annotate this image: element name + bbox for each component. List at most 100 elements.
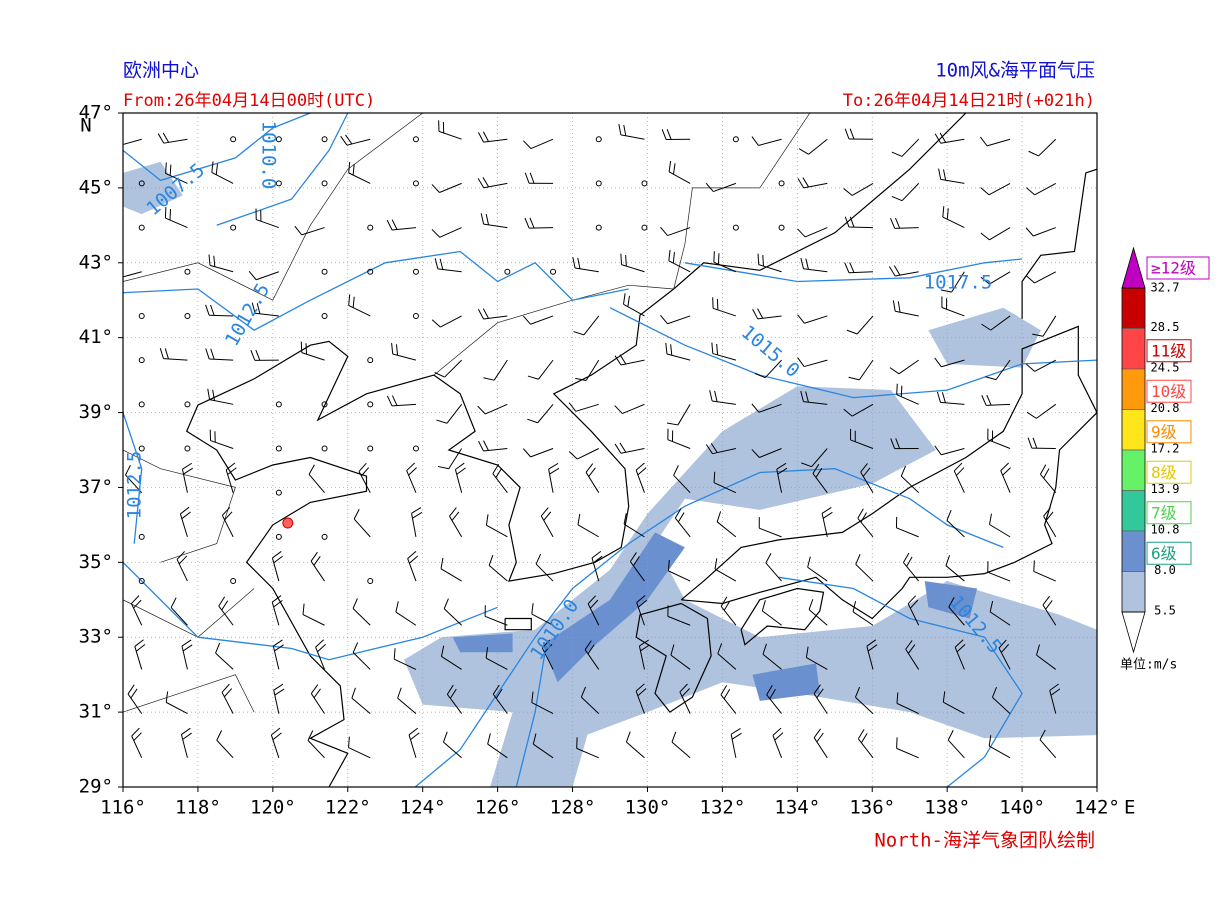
wind-barb bbox=[446, 694, 463, 714]
wind-barb-flag bbox=[317, 643, 326, 653]
wind-barb bbox=[181, 469, 188, 493]
wind-barb-flag bbox=[549, 467, 560, 475]
calm-wind bbox=[412, 445, 419, 452]
wind-barb-flag bbox=[134, 639, 144, 647]
wind-barb-flag bbox=[485, 514, 489, 526]
wind-barb-flag bbox=[717, 253, 720, 265]
wind-barb-flag bbox=[527, 375, 539, 380]
wind-barb-flag bbox=[801, 462, 812, 468]
wind-barb bbox=[623, 523, 645, 538]
wind-barb bbox=[850, 439, 874, 449]
colorbar-label: 10.8 bbox=[1151, 523, 1180, 537]
wind-barb bbox=[310, 693, 325, 714]
wind-barb-flag bbox=[762, 643, 767, 655]
wind-barb bbox=[591, 557, 600, 582]
wind-barb bbox=[165, 217, 188, 229]
wind-barb-flag bbox=[671, 731, 677, 743]
wind-barb-flag bbox=[776, 462, 787, 470]
wind-barb-flag bbox=[391, 219, 398, 230]
wind-barb bbox=[221, 515, 234, 538]
wind-barb-flag bbox=[162, 132, 170, 143]
wind-barb-flag bbox=[844, 216, 850, 228]
wind-barb bbox=[940, 138, 965, 144]
wind-barb-flag bbox=[890, 217, 896, 229]
wind-barb bbox=[574, 267, 599, 273]
wind-barb-flag bbox=[942, 206, 945, 218]
calm-wind bbox=[138, 533, 145, 540]
wind-barb bbox=[858, 359, 874, 381]
calm-wind bbox=[275, 445, 282, 452]
wind-barb-flag bbox=[1050, 688, 1061, 696]
wind-barb-flag bbox=[766, 685, 773, 696]
calm-wind bbox=[412, 136, 419, 143]
wind-barb-flag bbox=[623, 124, 627, 136]
wind-barb bbox=[901, 138, 920, 157]
wind-barb-flag bbox=[896, 383, 898, 395]
calm-wind bbox=[138, 401, 145, 408]
wind-barb bbox=[530, 138, 554, 150]
wind-barb bbox=[730, 734, 737, 758]
wind-barb bbox=[666, 353, 691, 361]
grade-box bbox=[1146, 379, 1192, 403]
wind-barb bbox=[990, 315, 1011, 331]
wind-barb-flag bbox=[568, 402, 577, 412]
contour-label: 1017.5 bbox=[924, 272, 993, 294]
wind-barb bbox=[180, 734, 188, 758]
wind-barb bbox=[989, 271, 1011, 285]
calm-wind bbox=[275, 180, 282, 187]
calm-wind bbox=[138, 357, 145, 364]
wind-barb bbox=[989, 227, 1011, 241]
wind-barb-flag bbox=[614, 405, 623, 414]
wind-barb-flag bbox=[434, 258, 439, 270]
border bbox=[123, 113, 423, 301]
wind-barb-flag bbox=[668, 249, 671, 261]
wind-barb-flag bbox=[255, 349, 261, 361]
wind-barb-flag bbox=[133, 732, 142, 741]
x-tick-label: 116° bbox=[100, 797, 146, 819]
wind-barb-flag bbox=[215, 642, 221, 654]
wind-barb-flag bbox=[667, 559, 670, 571]
wind-barb bbox=[620, 448, 645, 454]
calm-wind bbox=[230, 136, 237, 143]
calm-wind bbox=[595, 136, 602, 143]
wind-barb-flag bbox=[637, 688, 647, 697]
wind-barb-flag bbox=[271, 595, 282, 603]
wind-barb-flag bbox=[666, 129, 672, 140]
wind-barb bbox=[580, 696, 600, 714]
calm-wind bbox=[321, 401, 328, 408]
city-marker bbox=[282, 517, 294, 529]
wind-barb bbox=[896, 394, 919, 405]
wind-barb bbox=[943, 701, 965, 715]
x-tick-label: 134° bbox=[774, 797, 820, 819]
wind-barb-flag bbox=[112, 269, 118, 278]
wind-barb-flag bbox=[889, 367, 900, 375]
wind-barb bbox=[860, 471, 874, 493]
wind-barb bbox=[492, 693, 508, 714]
wind-barb-flag bbox=[250, 349, 256, 361]
colorbar-label: 8.0 bbox=[1154, 563, 1176, 577]
wind-barb bbox=[765, 562, 782, 582]
wind-barb-flag bbox=[891, 195, 903, 202]
wind-barb-flag bbox=[436, 419, 448, 424]
calm-wind bbox=[138, 224, 145, 231]
wind-barb-flag bbox=[843, 408, 853, 417]
wind-barb bbox=[1040, 473, 1057, 494]
wind-barb-flag bbox=[844, 128, 850, 140]
wind-barb bbox=[942, 216, 965, 229]
wind-barb bbox=[492, 473, 508, 493]
wind-barb bbox=[315, 646, 326, 670]
calm-wind bbox=[367, 445, 374, 452]
wind-barb-flag bbox=[527, 418, 538, 424]
wind-barb bbox=[1042, 604, 1057, 626]
wind-barb bbox=[635, 469, 645, 493]
wind-barb bbox=[713, 482, 737, 494]
wind-barb-flag bbox=[1039, 729, 1046, 740]
wind-barb-flag bbox=[313, 688, 321, 699]
grade-box bbox=[1146, 501, 1192, 525]
calm-wind bbox=[641, 224, 648, 231]
wind-barb-flag bbox=[816, 732, 824, 743]
wind-barb bbox=[951, 271, 965, 293]
calm-wind bbox=[367, 357, 374, 364]
wind-barb-flag bbox=[661, 129, 667, 140]
wind-barb-flag bbox=[1045, 511, 1054, 521]
